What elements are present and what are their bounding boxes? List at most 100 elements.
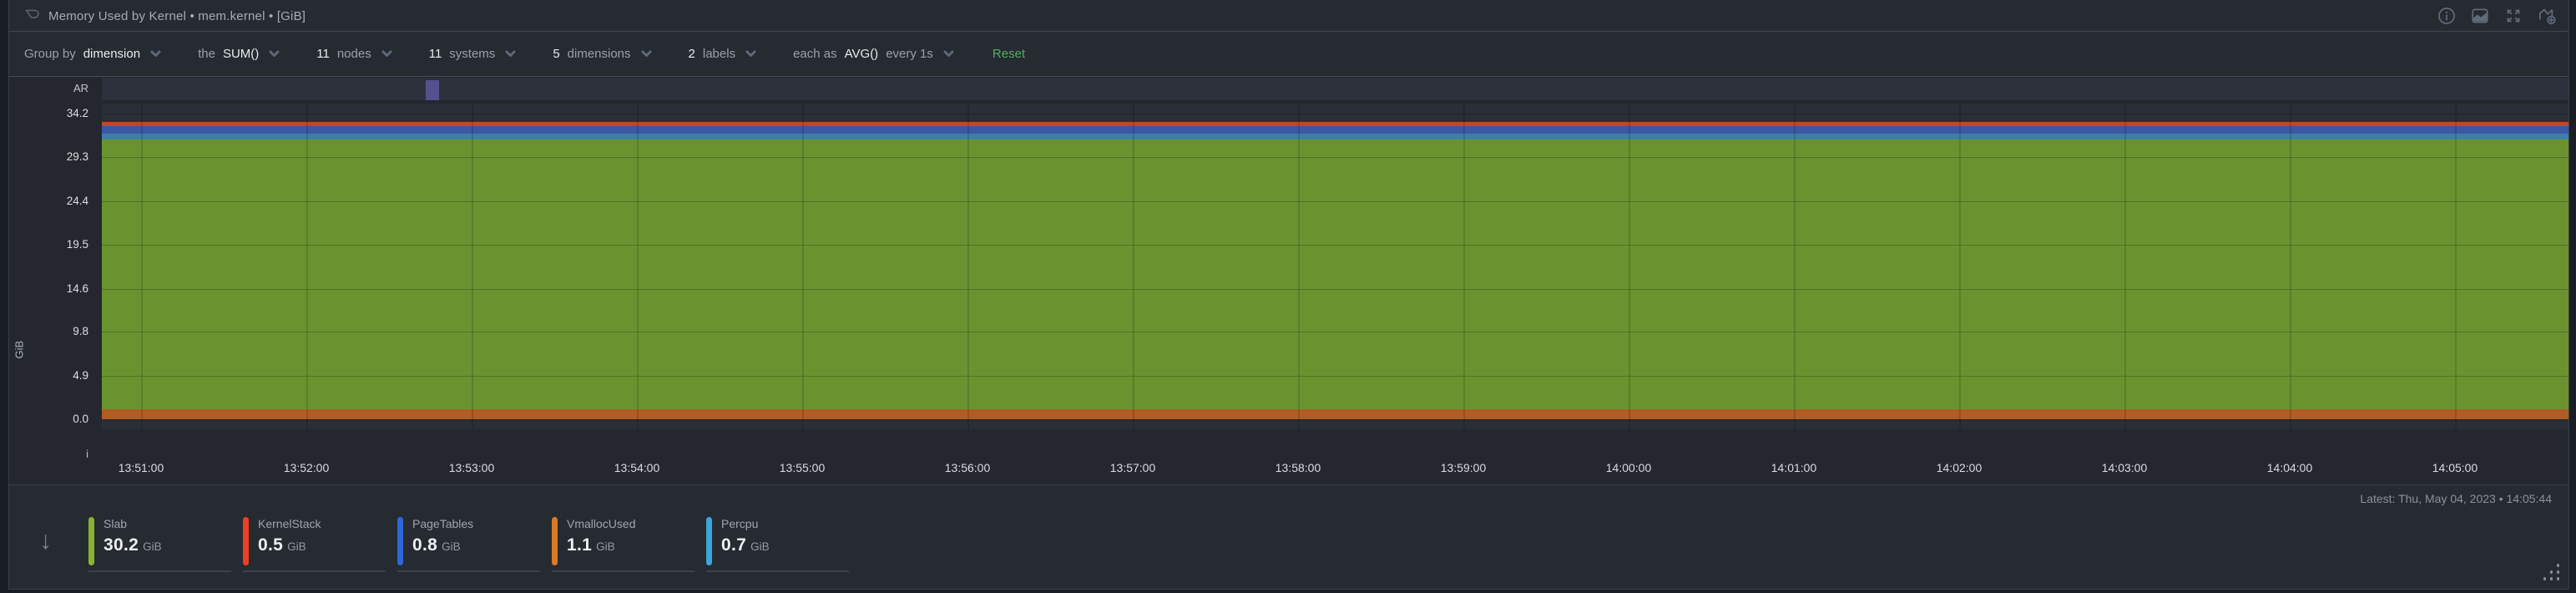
toolbar-text: AVG() [844,47,879,61]
x-tick-label: 14:04:00 [2266,461,2313,474]
fullscreen-icon[interactable] [2503,6,2523,26]
x-tick-label: 13:58:00 [1275,461,1321,474]
y-tick-label: 34.2 [66,107,88,120]
toolbar-text: every 1s [886,47,933,61]
legend-sort-arrow-icon[interactable]: ↓ [39,527,52,555]
netdata-logo-icon [25,9,39,19]
gridline-vertical [1629,104,1630,429]
legend-text: PageTables 0.8 GiB [412,515,473,555]
gridline-vertical [472,104,473,429]
gridline-vertical [967,104,969,429]
gridline-horizontal [102,200,2568,202]
x-tick-label: 14:02:00 [1936,461,1983,474]
series-band-kernelstack [102,121,2568,127]
toolbar-text: 11 [316,47,330,61]
series-band-percpu [102,133,2568,140]
toolbar-dropdown-group-by[interactable]: Group by dimension [24,47,161,61]
legend-series-value: 0.7 GiB [721,535,770,555]
gridline-vertical [1298,104,1300,429]
toolbar-text: SUM() [222,47,260,61]
y-tick-label: 0.0 [73,413,88,425]
legend-series-name: Slab [104,517,128,530]
chart-footer: Latest: Thu, May 04, 2023 • 14:05:44 ↓ S… [9,484,2568,589]
anomaly-event-marker[interactable] [426,80,439,100]
add-chart-icon[interactable] [2537,6,2557,26]
legend-item-vmallocused[interactable]: VmallocUsed 1.1 GiB [552,515,706,574]
anomaly-ribbon [102,78,2568,102]
legend-underline [552,570,695,572]
toolbar-text: 5 [553,47,560,61]
x-tick-label: 13:54:00 [614,461,660,474]
gridline-horizontal [102,288,2568,290]
y-tick-label: 24.4 [66,194,88,207]
chart-type-icon[interactable] [2470,6,2490,26]
x-tick-label: 13:51:00 [118,461,164,474]
x-tick-label: 14:03:00 [2101,461,2148,474]
chart-toolbar: Group by dimension the SUM() 11 nodes 11 system… [9,32,2568,77]
toolbar-text: the [198,47,215,61]
toolbar-dropdown-dimensions[interactable]: 5 dimensions [553,47,652,61]
chevron-down-icon [505,50,516,57]
legend-series-name: PageTables [412,517,474,530]
x-tick-label: 14:01:00 [1770,461,1817,474]
legend-item-percpu[interactable]: Percpu 0.7 GiB [706,515,861,574]
toolbar-dropdown-labels[interactable]: 2 labels [689,47,757,61]
legend-item-pagetables[interactable]: PageTables 0.8 GiB [397,515,552,574]
chart-title: Memory Used by Kernel • mem.kernel • [Gi… [48,8,306,23]
legend-series-value: 1.1 GiB [567,535,615,555]
legend-color-bar [243,517,249,565]
gridline-vertical [2455,104,2457,429]
legend-series-value: 0.5 GiB [258,535,306,555]
toolbar-text: 11 [428,47,442,61]
gridline-vertical [2124,104,2126,429]
series-band-pagetables [102,126,2568,134]
latest-timestamp: Latest: Thu, May 04, 2023 • 14:05:44 [2360,492,2552,505]
chart-title-wrap: Memory Used by Kernel • mem.kernel • [Gi… [23,0,306,32]
header-icons [2437,0,2557,32]
chevron-down-icon [150,50,161,57]
gridline-vertical [1959,104,1961,429]
x-tick-label: 13:52:00 [283,461,330,474]
legend-series-name: KernelStack [258,517,321,530]
x-axis: 13:51:00 13:52:00 13:53:00 13:54:00 13:55:00… [102,458,2568,481]
x-tick-label: 13:55:00 [779,461,826,474]
reset-button[interactable]: Reset [992,47,1026,61]
chevron-down-icon [745,50,756,57]
chevron-down-icon [269,50,280,57]
resize-grip[interactable] [2542,564,2560,582]
x-tick-label: 14:00:00 [1605,461,1652,474]
toolbar-text: dimensions [567,47,631,61]
toolbar-dropdown-systems[interactable]: 11 systems [429,47,517,61]
y-tick-label: 4.9 [73,368,88,382]
chart-header: Memory Used by Kernel • mem.kernel • [Gi… [9,0,2568,32]
y-tick-label: 19.5 [66,238,88,251]
chart-area: GiB AR 34.2 29.3 24.4 19.5 14.6 9.8 4.9 0.0 i 1… [9,77,2568,484]
plot-area[interactable] [102,104,2568,429]
legend-text: KernelStack 0.5 GiB [258,515,321,555]
gridline-horizontal [102,245,2568,246]
gridline-horizontal [102,375,2568,377]
info-icon[interactable] [2437,6,2457,26]
legend-underline [88,570,231,572]
legend: Slab 30.2 GiB KernelStack 0.5 GiB PageTables 0.… [88,515,861,574]
toolbar-dropdown-time-aggregation[interactable]: each as AVG() every 1s [793,47,954,61]
legend-item-kernelstack[interactable]: KernelStack 0.5 GiB [243,515,397,574]
x-tick-label: 14:05:00 [2432,461,2478,474]
legend-color-bar [88,517,94,565]
gridline-vertical [802,104,804,429]
gridline-horizontal [102,157,2568,159]
toolbar-text: Group by [24,47,76,61]
toolbar-dropdown-aggregation[interactable]: the SUM() [198,47,280,61]
legend-color-bar [552,517,558,565]
gridline-vertical [306,104,308,429]
series-band-slab [102,139,2568,410]
legend-text: VmallocUsed 1.1 GiB [567,515,635,555]
legend-item-slab[interactable]: Slab 30.2 GiB [88,515,243,574]
y-tick-label: 29.3 [66,150,88,164]
toolbar-text: dimension [83,47,141,61]
legend-text: Percpu 0.7 GiB [721,515,770,555]
toolbar-dropdown-nodes[interactable]: 11 nodes [316,47,392,61]
gridline-vertical [1463,104,1465,429]
chart-card: Memory Used by Kernel • mem.kernel • [Gi… [8,0,2569,590]
x-tick-label: 13:53:00 [448,461,495,474]
